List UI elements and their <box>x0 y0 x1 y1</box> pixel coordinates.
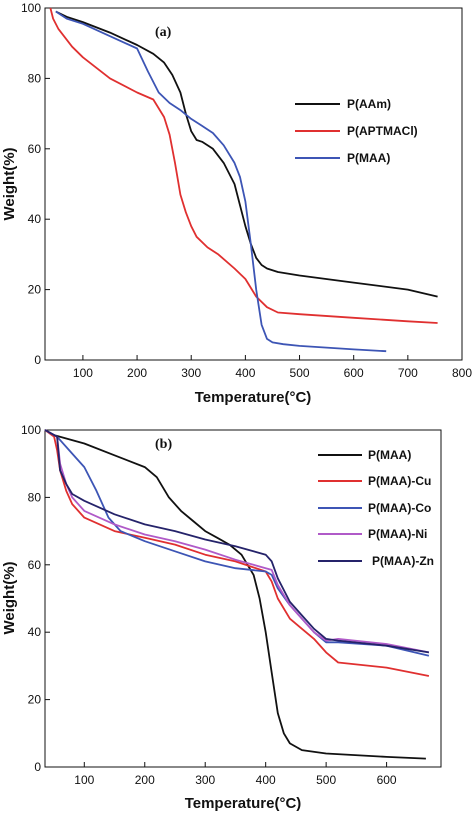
x-tick-label-b-100: 100 <box>74 773 94 787</box>
x-tick-label-a-200: 200 <box>127 366 147 380</box>
y-tick-label-b-40: 40 <box>28 625 42 639</box>
chart-panel-a: 100 200 300 400 500 600 700 800 0 20 40 60 80 100 (a)… <box>1 1 472 406</box>
axis-ticks-a: 100 200 300 400 500 600 700 800 0 20 40 60 80 100 <box>21 1 472 380</box>
legend-label-a-0: P(AAm) <box>347 97 391 111</box>
x-tick-label-a-700: 700 <box>398 366 418 380</box>
y-tick-label-b-100: 100 <box>21 423 41 437</box>
x-tick-label-a-800: 800 <box>452 366 472 380</box>
panel-label-b: (b) <box>155 437 172 452</box>
x-tick-label-a-100: 100 <box>73 366 93 380</box>
x-axis-label-a: Temperature(°C) <box>195 389 312 406</box>
y-axis-label-b: Weight(%) <box>1 561 18 634</box>
x-tick-label-b-600: 600 <box>377 773 397 787</box>
series-line-b-1 <box>44 429 430 677</box>
series-lines-a <box>49 7 438 353</box>
series-line-b-2 <box>44 429 430 657</box>
y-tick-label-b-60: 60 <box>28 558 42 572</box>
y-tick-label-a-40: 40 <box>28 212 42 226</box>
axis-ticks-b: 100 200 300 400 500 600 0 20 40 60 80 100 <box>21 423 397 787</box>
x-tick-label-a-600: 600 <box>344 366 364 380</box>
y-tick-label-b-20: 20 <box>28 693 42 707</box>
x-tick-label-b-300: 300 <box>195 773 215 787</box>
series-line-a-2 <box>55 10 387 353</box>
plot-frame-a <box>44 7 463 361</box>
y-tick-label-b-80: 80 <box>28 490 42 504</box>
y-tick-label-a-100: 100 <box>21 1 41 15</box>
series-line-b-0 <box>44 429 426 760</box>
x-tick-label-a-300: 300 <box>181 366 201 380</box>
panel-label-a: (a) <box>155 25 172 40</box>
y-tick-label-a-80: 80 <box>28 71 42 85</box>
legend-label-b-0: P(MAA) <box>368 448 411 462</box>
x-tick-label-a-400: 400 <box>235 366 255 380</box>
legend-label-a-1: P(APTMACl) <box>347 124 418 138</box>
legend-label-b-4: P(MAA)-Zn <box>372 554 434 568</box>
x-tick-label-b-500: 500 <box>316 773 336 787</box>
legend-label-b-2: P(MAA)-Co <box>368 501 431 515</box>
series-line-a-1 <box>49 7 438 324</box>
legend-label-b-1: P(MAA)-Cu <box>368 474 431 488</box>
chart-panel-b: 100 200 300 400 500 600 0 20 40 60 80 100 (b) P(MAA… <box>1 423 442 812</box>
series-lines-b <box>44 429 430 760</box>
legend-label-b-3: P(MAA)-Ni <box>368 527 427 541</box>
series-line-b-3 <box>44 429 430 654</box>
legend-a: P(AAm) P(APTMACl) P(MAA) <box>295 97 418 165</box>
x-tick-label-b-200: 200 <box>135 773 155 787</box>
series-line-b-4 <box>44 429 430 654</box>
legend-label-a-2: P(MAA) <box>347 151 390 165</box>
y-tick-label-a-60: 60 <box>28 142 42 156</box>
y-tick-label-a-0: 0 <box>34 353 41 367</box>
y-axis-label-a: Weight(%) <box>1 147 18 220</box>
legend-b: P(MAA) P(MAA)-Cu P(MAA)-Co P(MAA)-Ni P(M… <box>318 448 434 568</box>
x-axis-label-b: Temperature(°C) <box>185 795 302 812</box>
x-tick-label-b-400: 400 <box>256 773 276 787</box>
y-tick-label-b-0: 0 <box>34 760 41 774</box>
x-tick-label-a-500: 500 <box>290 366 310 380</box>
plot-frame-b <box>44 429 442 768</box>
series-line-a-0 <box>55 10 438 298</box>
y-tick-label-a-20: 20 <box>28 283 42 297</box>
